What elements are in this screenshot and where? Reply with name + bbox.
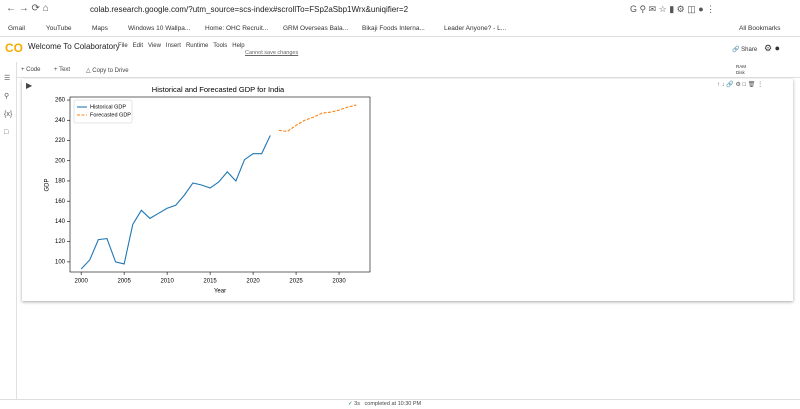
menu-item[interactable]: Edit: [132, 43, 144, 49]
share-button[interactable]: 🔗 Share: [732, 47, 758, 53]
colab-logo[interactable]: CO: [5, 41, 23, 55]
save-notice[interactable]: Cannot save changes: [245, 50, 299, 56]
menu-item[interactable]: Tools: [213, 43, 228, 49]
notebook-title[interactable]: Welcome To Colaboratory: [28, 42, 120, 51]
add-code[interactable]: + Code: [21, 67, 41, 73]
bookmark[interactable]: Gmail: [8, 25, 25, 32]
menu-item[interactable]: File: [118, 43, 128, 49]
account-icons[interactable]: ⚙ ●: [764, 43, 781, 53]
bookmark[interactable]: YouTube: [46, 25, 72, 32]
code-cell: ▶ ↑ ↓ 🔗 ⚙ □ 🗑 ⋮: [22, 79, 793, 301]
copy-to-drive[interactable]: △ Copy to Drive: [86, 68, 129, 74]
menu-item[interactable]: Insert: [165, 43, 181, 49]
bookmark[interactable]: Leader Anyone? - L...: [444, 25, 507, 32]
bookmark[interactable]: Bikaji Foods Interna...: [362, 25, 425, 32]
menu-item[interactable]: Help: [232, 43, 245, 49]
browser-icons[interactable]: G ⚲ ✉ ☆ ▮ ⚙ ◫ ● ⋮: [630, 4, 716, 14]
bookmark[interactable]: GRM Overseas Bala...: [283, 25, 349, 32]
status-text: completed at 10:30 PM: [364, 401, 422, 407]
url-bar[interactable]: colab.research.google.com/?utm_source=sc…: [90, 5, 409, 14]
bookmark[interactable]: Maps: [92, 25, 108, 32]
disk[interactable]: Disk: [736, 70, 745, 75]
notebook-toolbar: + Code + Text △ Copy to Drive RAM Disk: [16, 63, 800, 78]
menu-item[interactable]: Runtime: [185, 43, 209, 49]
menu-bar: File Edit View Insert Runtime Tools Help: [118, 43, 250, 49]
status-time: 3s: [354, 401, 360, 407]
bookmarks-bar: All Bookmarks Gmail YouTube Maps Windows 10…: [0, 22, 800, 37]
status-bar: ✓ 3s completed at 10:30 PM: [0, 399, 800, 409]
ram[interactable]: RAM: [736, 64, 746, 69]
bookmark[interactable]: Windows 10 Wallpa...: [128, 25, 191, 32]
menu-item[interactable]: View: [148, 43, 161, 49]
status: ✓ 3s completed at 10:30 PM: [348, 401, 422, 407]
sidebar-icons[interactable]: ☰ ⚲ {x} □: [4, 75, 13, 136]
copy-label: Copy to Drive: [92, 68, 129, 74]
add-text[interactable]: + Text: [54, 67, 71, 73]
run-button[interactable]: ▶: [26, 81, 33, 90]
colab-header: CO Welcome To Colaboratory File Edit View I…: [0, 37, 800, 61]
share-label: Share: [741, 47, 758, 53]
browser-toolbar: ← → ⟳ ⌂ colab.research.google.com/?utm_s…: [0, 0, 800, 22]
cell-actions[interactable]: ↑ ↓ 🔗 ⚙ □ 🗑 ⋮: [717, 82, 764, 88]
all-bookmarks[interactable]: All Bookmarks: [739, 25, 781, 32]
sidebar: ☰ ⚲ {x} □: [0, 62, 17, 400]
bookmark[interactable]: Home: OHC Recruit...: [205, 25, 269, 32]
nav-buttons[interactable]: ← → ⟳ ⌂: [6, 3, 49, 14]
